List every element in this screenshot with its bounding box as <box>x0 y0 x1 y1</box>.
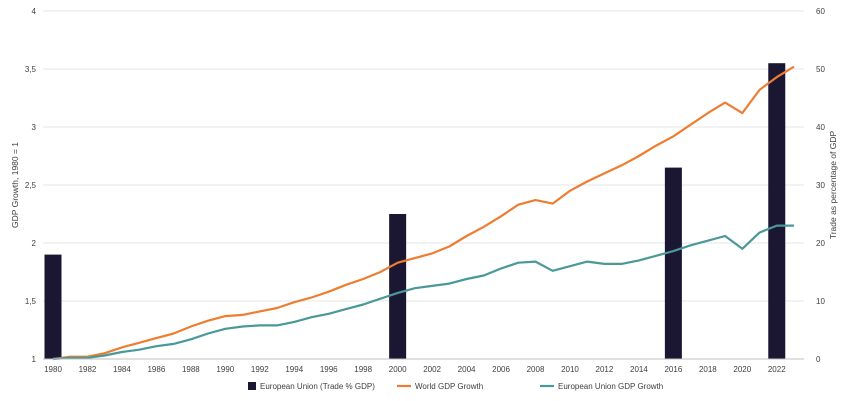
series-line <box>52 65 795 361</box>
x-tick-label: 2014 <box>630 365 648 374</box>
x-tick-label: 1982 <box>79 365 97 374</box>
x-tick-label: 2020 <box>733 365 751 374</box>
right-tick-label: 50 <box>816 65 825 74</box>
legend-swatch-bar <box>248 382 256 390</box>
trade-bar <box>389 214 407 359</box>
right-tick-label: 30 <box>816 181 825 190</box>
x-tick-label: 1994 <box>285 365 303 374</box>
right-tick-label: 20 <box>816 239 825 248</box>
trade-bars <box>44 63 786 359</box>
left-tick-label: 3 <box>32 123 37 132</box>
x-tick-label: 2008 <box>527 365 545 374</box>
right-axis-ticks: 0 10 20 30 40 50 60 <box>816 7 825 364</box>
x-tick-label: 2022 <box>768 365 786 374</box>
left-tick-label: 1,5 <box>25 297 37 306</box>
legend: European Union (Trade % GDP) World GDP Gr… <box>248 382 663 391</box>
x-tick-label: 1986 <box>147 365 165 374</box>
legend-label: European Union GDP Growth <box>558 382 663 391</box>
x-tick-label: 1992 <box>251 365 269 374</box>
x-tick-label: 2018 <box>699 365 717 374</box>
left-tick-label: 4 <box>32 7 37 16</box>
x-tick-label: 1988 <box>182 365 200 374</box>
left-axis-title: GDP Growth, 1980 = 1 <box>10 142 20 228</box>
right-tick-label: 60 <box>816 7 825 16</box>
x-tick-label: 2004 <box>458 365 476 374</box>
right-tick-label: 40 <box>816 123 825 132</box>
x-tick-label: 1998 <box>354 365 372 374</box>
x-tick-label: 2000 <box>389 365 407 374</box>
trade-bar <box>768 63 786 359</box>
x-tick-label: 2012 <box>596 365 614 374</box>
legend-label: World GDP Growth <box>415 382 483 391</box>
right-tick-label: 10 <box>816 297 825 306</box>
right-axis-title: Trade as percentage of GDP <box>828 130 838 239</box>
legend-label: European Union (Trade % GDP) <box>260 382 375 391</box>
x-tick-label: 1984 <box>113 365 131 374</box>
x-tick-label: 1990 <box>216 365 234 374</box>
x-tick-label: 2010 <box>561 365 579 374</box>
x-tick-label: 2016 <box>664 365 682 374</box>
series-line <box>52 224 794 361</box>
left-tick-label: 2 <box>32 239 37 248</box>
gdp-lines <box>52 65 795 361</box>
x-tick-label: 1996 <box>320 365 338 374</box>
trade-bar <box>664 167 682 359</box>
left-tick-label: 3,5 <box>25 65 37 74</box>
trade-bar <box>44 254 62 359</box>
gridlines <box>43 10 804 302</box>
left-tick-label: 1 <box>32 355 37 364</box>
x-axis-ticks: 1980 1982 1984 1986 1988 1990 1992 1994 1996 1998… <box>44 365 786 374</box>
x-tick-label: 2002 <box>423 365 441 374</box>
x-tick-label: 1980 <box>44 365 62 374</box>
left-axis-ticks: 1 1,5 2 2,5 3 3,5 4 <box>25 7 37 364</box>
right-tick-label: 0 <box>816 355 821 364</box>
x-tick-label: 2006 <box>492 365 510 374</box>
left-tick-label: 2,5 <box>25 181 37 190</box>
